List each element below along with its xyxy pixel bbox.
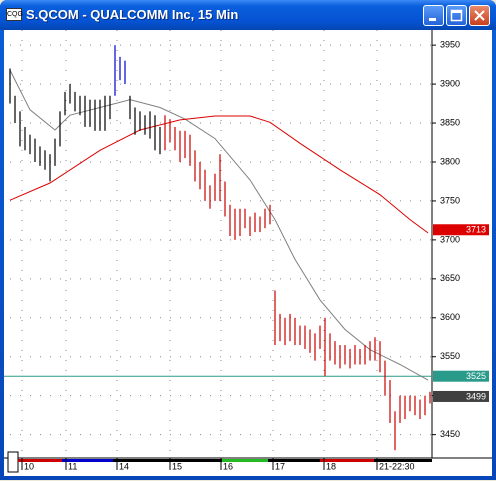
price-label-box [433, 224, 489, 236]
chart-background [4, 30, 492, 476]
price-label-box [433, 370, 489, 382]
x-tick-label: 14 [119, 461, 129, 471]
y-tick-label: 3800 [440, 156, 460, 166]
session-strip [222, 459, 268, 462]
maximize-button[interactable] [446, 5, 467, 26]
minimize-button[interactable] [423, 5, 444, 26]
y-tick-label: 3650 [440, 273, 460, 283]
moving-average [9, 115, 429, 234]
close-button[interactable] [469, 5, 490, 26]
x-tick-label: 10 [24, 461, 34, 471]
x-tick-label: 17 [275, 461, 285, 471]
price-label-box [433, 390, 489, 402]
y-tick-label: 3600 [440, 312, 460, 322]
scroll-box[interactable] [7, 451, 19, 473]
y-tick-label: 3450 [440, 429, 460, 439]
moving-average [9, 69, 429, 381]
session-strip [374, 459, 432, 462]
x-tick-label: 16 [223, 461, 233, 471]
session-strip [62, 459, 113, 462]
y-tick-label: 3850 [440, 117, 460, 127]
window-title: S.QCOM - QUALCOMM Inc, 15 Min [26, 7, 239, 22]
session-strip [18, 459, 62, 462]
y-tick-label: 3750 [440, 195, 460, 205]
x-tick-label: 18 [326, 461, 336, 471]
chart: 3450350035503600365037003750380038503900… [4, 30, 492, 476]
x-tick-label: 15 [172, 461, 182, 471]
y-tick-label: 3900 [440, 78, 460, 88]
session-strip [268, 459, 320, 462]
chart-area: 3450350035503600365037003750380038503900… [4, 30, 492, 476]
y-tick-label: 3950 [440, 40, 460, 50]
y-tick-label: 3550 [440, 351, 460, 361]
x-tick-label: 11 [68, 461, 77, 471]
session-strip [320, 459, 374, 462]
x-tick-label: 21-22:30 [379, 461, 415, 471]
y-tick-label: 3700 [440, 234, 460, 244]
session-strip [113, 459, 222, 462]
price-label: 3525 [466, 371, 486, 381]
window-icon: CQG [6, 8, 23, 21]
price-label: 3713 [466, 225, 486, 235]
price-label: 3499 [466, 391, 486, 401]
title-bar: CQG S.QCOM - QUALCOMM Inc, 15 Min [0, 0, 496, 30]
